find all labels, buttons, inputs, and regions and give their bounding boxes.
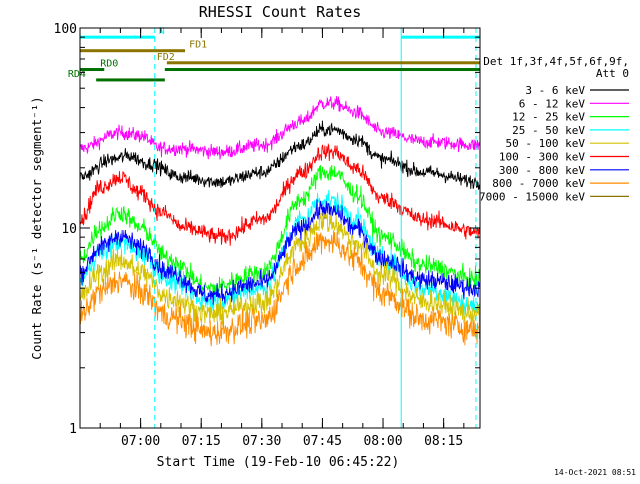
- flag-bar-n-1: [80, 35, 155, 39]
- y-tick-label: 10: [61, 222, 77, 237]
- x-tick-label: 07:30: [242, 434, 281, 449]
- flag-bar-rd0-1: [80, 68, 105, 72]
- x-tick-label: 07:00: [121, 434, 160, 449]
- x-axis-label: Start Time (19-Feb-10 06:45:22): [157, 455, 400, 470]
- series-line-6: [79, 199, 481, 305]
- series-line-2: [79, 120, 481, 191]
- x-tick-label: 07:15: [182, 434, 221, 449]
- y-tick-label: 100: [54, 22, 77, 37]
- series-line-4: [79, 165, 481, 297]
- legend-entry-label: 7000 - 15000 keV: [479, 190, 585, 203]
- series-line-3: [79, 142, 481, 246]
- flag-bars-layer: N FD1 FD2 RD0 RD4: [68, 26, 480, 82]
- series-line-1: [79, 95, 481, 160]
- legend-title-line-2: Att 0: [596, 67, 629, 80]
- flag-label-fd1: FD1: [189, 40, 207, 51]
- x-tick-label: 08:00: [363, 434, 402, 449]
- footer-timestamp: 14-Oct-2021 08:51: [554, 468, 636, 477]
- y-tick-label: 1: [69, 422, 77, 437]
- legend-entry-label: 3 - 6 keV: [525, 84, 585, 97]
- x-tick-label: 07:45: [303, 434, 342, 449]
- series-layer: [79, 95, 481, 347]
- legend-title-line-1: Det 1f,3f,4f,5f,6f,9f,: [483, 55, 629, 68]
- axes-layer: 1 10 100 07:00 07:15 07:30 07:45 08:00 08:15: [54, 22, 480, 449]
- flag-bar-rd4-1: [96, 78, 165, 82]
- series-line-8: [79, 230, 481, 347]
- flag-bar-fd1-1: [80, 49, 186, 53]
- chart-title: RHESSI Count Rates: [199, 3, 362, 21]
- flag-bar-rd0-2: [164, 68, 480, 72]
- flag-bar-n-2: [401, 35, 480, 39]
- flag-label-n: N: [159, 26, 165, 37]
- legend-entry-label: 300 - 800 keV: [499, 164, 585, 177]
- legend-entry-label: 100 - 300 keV: [499, 151, 585, 164]
- flag-label-rd4: RD4: [68, 69, 86, 80]
- y-axis-label: Count Rate (s⁻¹ detector segment⁻¹): [29, 96, 44, 359]
- legend-entry-label: 25 - 50 keV: [512, 124, 585, 137]
- series-line-7: [79, 211, 481, 328]
- flag-bar-fd2-1: [166, 61, 480, 65]
- flag-label-rd0: RD0: [100, 59, 118, 70]
- legend-entry-label: 50 - 100 keV: [506, 137, 586, 150]
- legend-entry-label: 800 - 7000 keV: [492, 177, 585, 190]
- legend-entry-label: 12 - 25 keV: [512, 111, 585, 124]
- legend-entry-label: 6 - 12 keV: [519, 97, 586, 110]
- x-tick-label: 08:15: [424, 434, 463, 449]
- flag-label-fd2: FD2: [157, 52, 175, 63]
